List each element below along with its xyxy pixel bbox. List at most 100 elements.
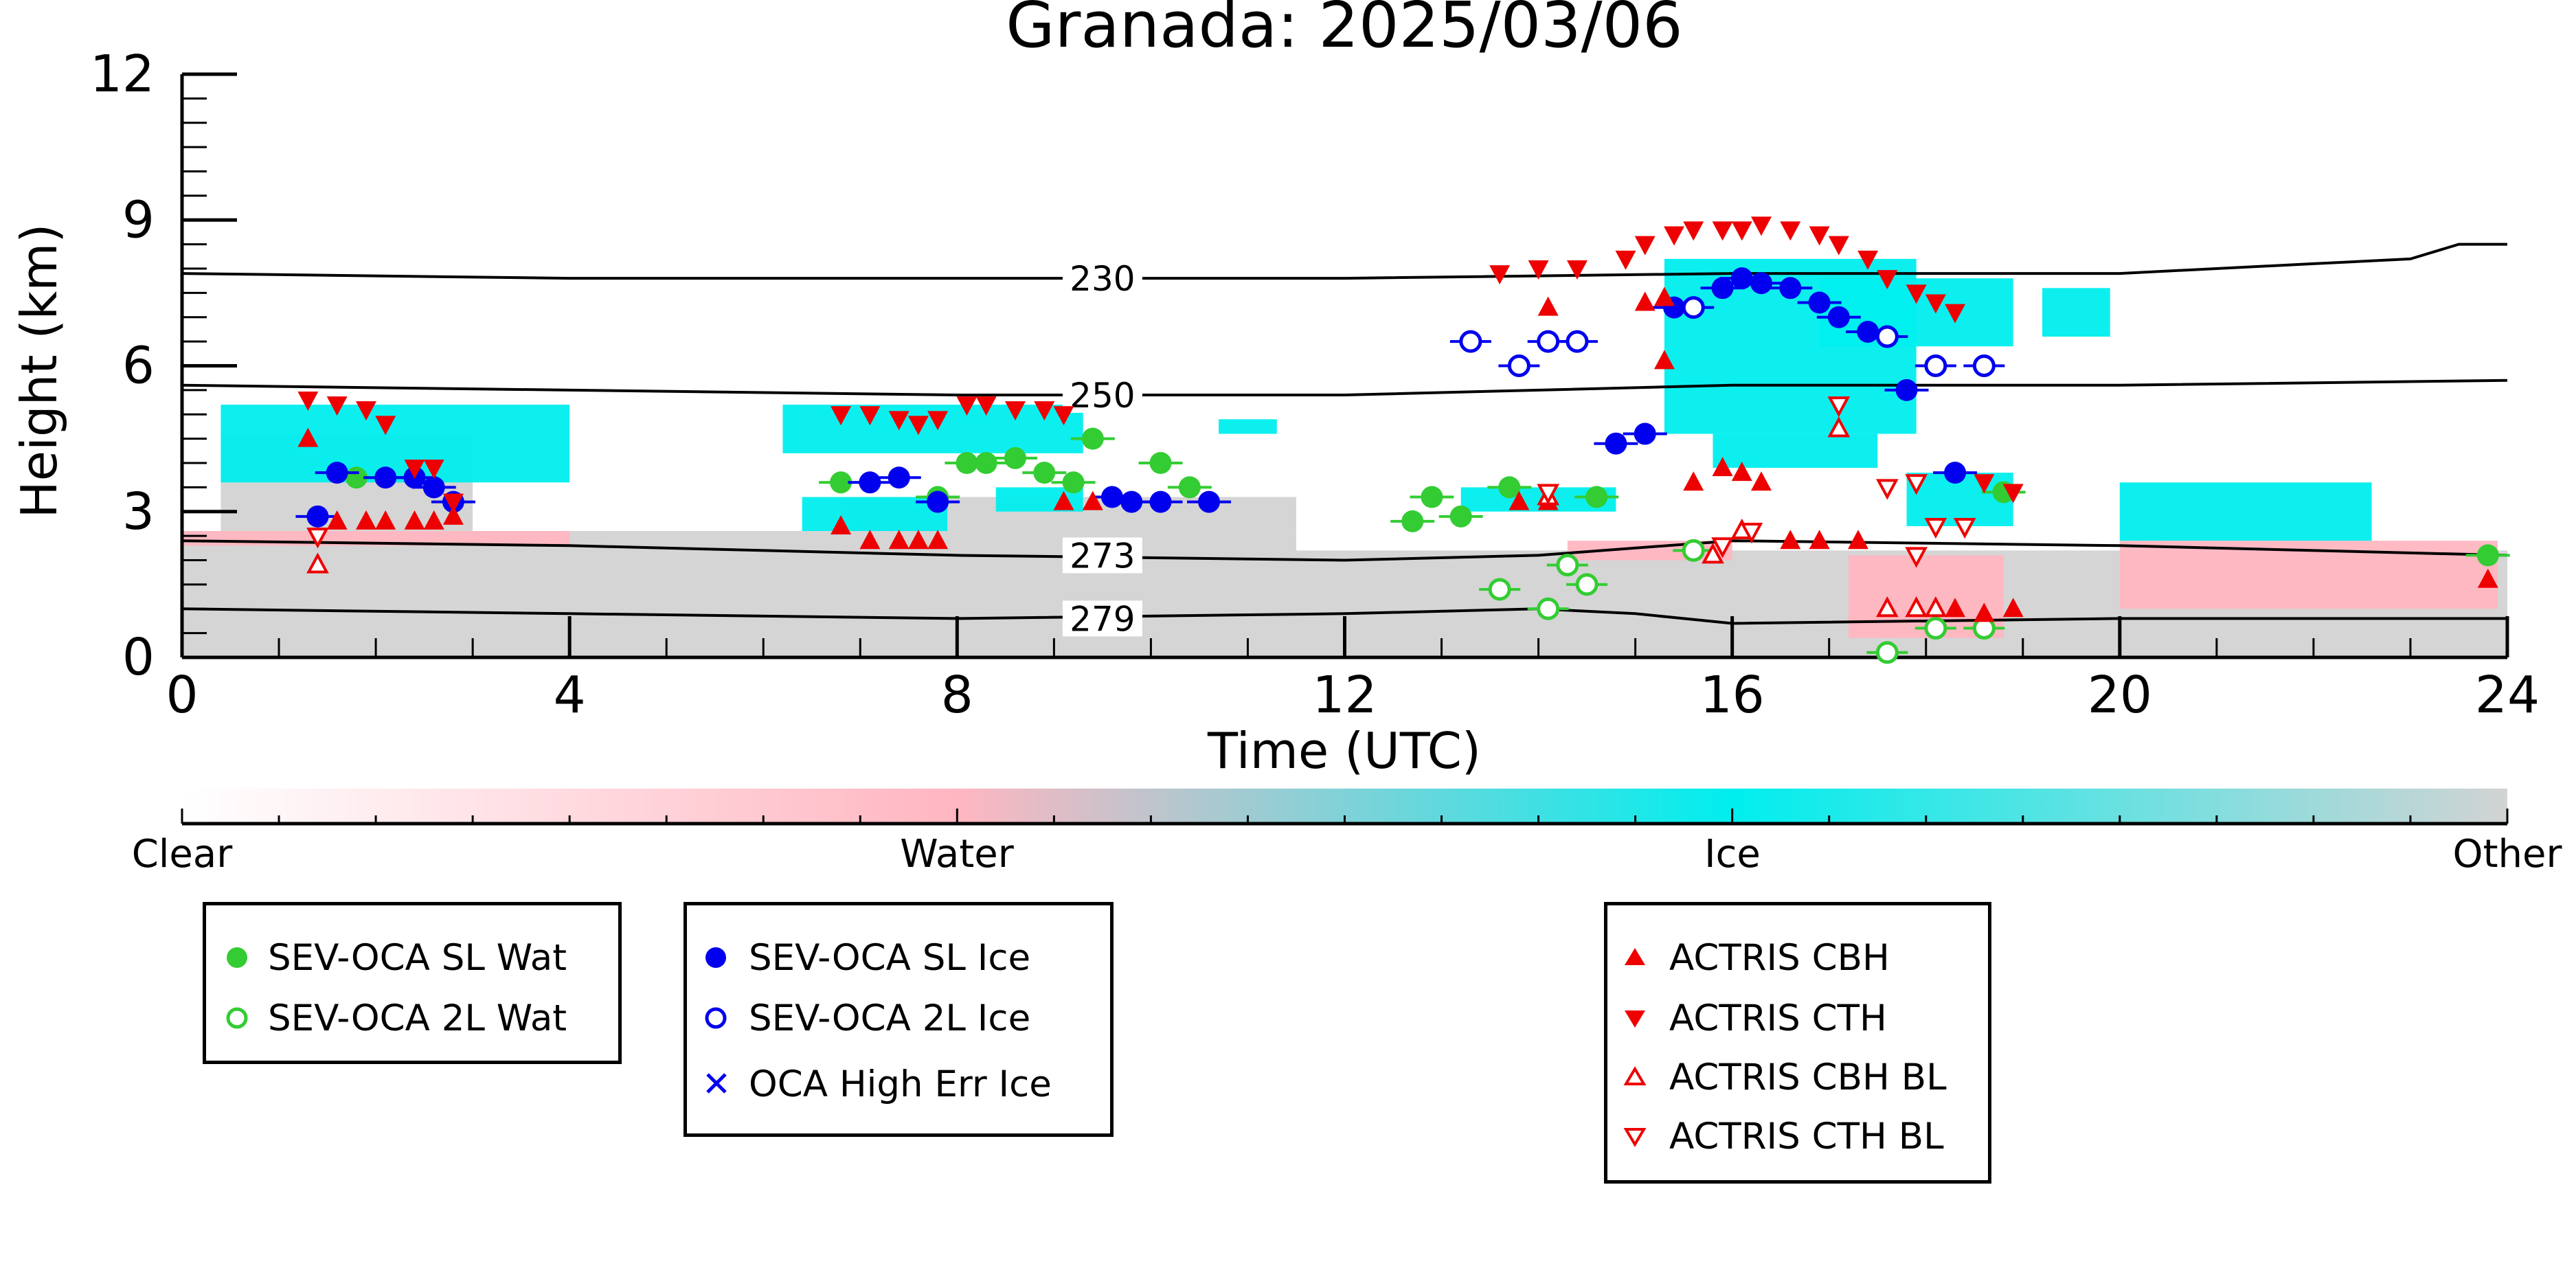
y-axis-label: Height (km) bbox=[10, 224, 68, 519]
marker-open-circle bbox=[1682, 539, 1705, 562]
marker-triangle-down bbox=[956, 396, 978, 416]
legend-ice: SEV-OCA SL Ice SEV-OCA 2L Ice OCA High E… bbox=[683, 902, 1114, 1137]
cloud-region bbox=[1713, 433, 1878, 468]
marker-triangle-up bbox=[2002, 598, 2024, 618]
isotherm-label-bg bbox=[1062, 537, 1142, 574]
x-tick-label: 4 bbox=[554, 666, 586, 725]
colorbar-label-water: Water bbox=[900, 832, 1015, 877]
marker-open-circle bbox=[1924, 354, 1947, 377]
marker-open-circle bbox=[1875, 325, 1899, 348]
marker-filled-circle bbox=[1449, 505, 1472, 528]
marker-triangle-up bbox=[1809, 530, 1830, 550]
marker-triangle-down bbox=[1945, 304, 1966, 324]
x-tick-label: 12 bbox=[1312, 666, 1377, 725]
plot-axes: 0 3 6 9 12 0 4 8 12 16 20 24 bbox=[90, 45, 2540, 725]
cloud-region bbox=[1219, 419, 1277, 434]
marker-open-circle bbox=[1566, 330, 1589, 353]
marker-filled-circle bbox=[1585, 486, 1608, 508]
marker-filled-circle bbox=[1857, 320, 1879, 343]
open-triangle-up-icon bbox=[1607, 1050, 1669, 1105]
marker-filled-circle bbox=[888, 466, 910, 489]
marker-triangle-up bbox=[859, 530, 881, 550]
marker-open-triangle-up bbox=[1924, 596, 1947, 618]
isotherm-label: 230 bbox=[1070, 259, 1135, 299]
marker-open-triangle-down bbox=[306, 528, 329, 549]
marker-filled-circle bbox=[1808, 291, 1831, 314]
legend-label: ACTRIS CBH bbox=[1669, 936, 1890, 979]
marker-filled-circle bbox=[1401, 510, 1424, 532]
marker-triangle-up bbox=[1653, 350, 1675, 370]
marker-triangle-down bbox=[1828, 236, 1849, 256]
marker-filled-circle bbox=[1004, 447, 1026, 469]
x-tick-label: 0 bbox=[166, 666, 198, 725]
marker-open-circle bbox=[1488, 578, 1511, 601]
marker-open-circle bbox=[1875, 641, 1899, 664]
marker-triangle-up bbox=[1974, 602, 1995, 622]
marker-open-triangle-up bbox=[1905, 596, 1928, 618]
triangle-up-icon bbox=[1607, 930, 1669, 985]
filled-circle-icon bbox=[687, 930, 749, 985]
marker-triangle-down bbox=[1925, 294, 1946, 314]
marker-open-circle bbox=[1459, 330, 1482, 353]
data-markers bbox=[295, 216, 2510, 664]
marker-triangle-down bbox=[1489, 265, 1511, 285]
colorbar-label-ice: Ice bbox=[1704, 832, 1761, 877]
marker-filled-circle bbox=[326, 462, 348, 484]
marker-open-circle bbox=[1537, 330, 1560, 353]
marker-triangle-up bbox=[1634, 291, 1656, 311]
legend-label: SEV-OCA SL Ice bbox=[749, 936, 1031, 979]
marker-triangle-up bbox=[326, 510, 348, 530]
triangle-down-icon bbox=[1607, 991, 1669, 1046]
marker-triangle-down bbox=[975, 396, 997, 416]
marker-triangle-down bbox=[1780, 221, 1801, 241]
isotherm-line bbox=[181, 242, 2507, 280]
marker-triangle-up bbox=[404, 510, 425, 530]
marker-triangle-down bbox=[1712, 221, 1733, 241]
marker-filled-circle bbox=[1895, 379, 1918, 401]
marker-triangle-down bbox=[1615, 250, 1636, 270]
chart-title: Granada: 2025/03/06 bbox=[1006, 0, 1682, 62]
isotherm-label: 279 bbox=[1070, 599, 1135, 639]
marker-filled-circle bbox=[306, 505, 329, 528]
marker-filled-circle bbox=[1498, 476, 1521, 499]
marker-filled-circle bbox=[2476, 544, 2499, 567]
marker-open-triangle-down bbox=[1740, 523, 1763, 544]
isotherm-label: 250 bbox=[1070, 376, 1135, 416]
legend-label: OCA High Err Ice bbox=[749, 1063, 1052, 1105]
isotherm-label: 273 bbox=[1070, 536, 1135, 576]
legend-actris: ACTRIS CBH ACTRIS CTH ACTRIS CBH BL ACTR… bbox=[1604, 902, 1991, 1184]
marker-filled-circle bbox=[1062, 471, 1085, 494]
marker-triangle-up bbox=[927, 530, 949, 550]
marker-triangle-down bbox=[375, 416, 396, 436]
marker-filled-circle bbox=[1081, 427, 1104, 450]
marker-triangle-up bbox=[1053, 490, 1074, 510]
legend-item-sl-wat: SEV-OCA SL Wat bbox=[206, 930, 618, 985]
x-tick-label: 16 bbox=[1700, 666, 1765, 725]
marker-triangle-down bbox=[442, 493, 464, 513]
marker-open-circle bbox=[1924, 617, 1947, 640]
open-circle-icon bbox=[687, 991, 749, 1046]
y-tick-label: 6 bbox=[122, 337, 155, 396]
x-tick-label: 20 bbox=[2088, 666, 2152, 725]
open-circle-icon bbox=[206, 991, 268, 1046]
marker-filled-circle bbox=[1711, 277, 1734, 300]
x-tick-label: 8 bbox=[941, 666, 973, 725]
cloud-region bbox=[2119, 541, 2498, 609]
marker-triangle-down bbox=[1053, 406, 1074, 426]
legend-label: SEV-OCA 2L Ice bbox=[749, 997, 1031, 1039]
marker-triangle-up bbox=[297, 427, 319, 447]
marker-open-triangle-up bbox=[1875, 596, 1899, 618]
marker-triangle-up bbox=[907, 530, 929, 550]
marker-triangle-up bbox=[1731, 462, 1752, 482]
marker-triangle-up bbox=[1082, 490, 1103, 510]
marker-triangle-down bbox=[423, 460, 444, 479]
legend-water: SEV-OCA SL Wat SEV-OCA 2L Wat bbox=[203, 902, 622, 1064]
marker-triangle-down bbox=[1004, 401, 1026, 421]
filled-circle-icon bbox=[206, 930, 268, 985]
marker-filled-circle bbox=[1605, 432, 1627, 455]
open-triangle-down-icon bbox=[1607, 1109, 1669, 1164]
marker-triangle-down bbox=[1974, 474, 1995, 494]
marker-filled-circle bbox=[1149, 452, 1172, 474]
marker-open-circle bbox=[1556, 554, 1579, 577]
